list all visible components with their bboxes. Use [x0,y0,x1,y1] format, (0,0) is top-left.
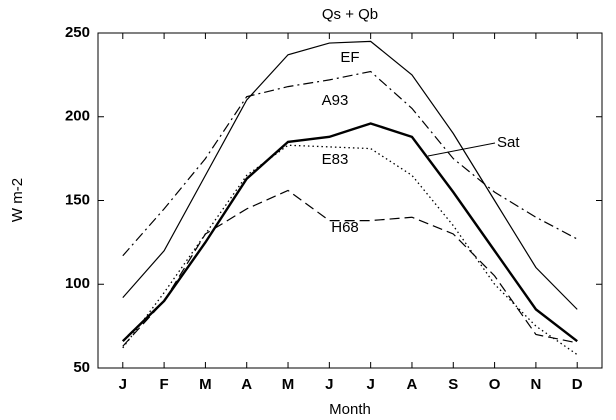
x-tick-label: O [489,376,501,393]
x-tick-label: N [530,376,541,393]
y-tick-label: 100 [65,275,90,292]
x-tick-label: D [572,376,583,393]
series-line [122,70,578,257]
y-tick-label: 150 [65,191,90,208]
series-label: A93 [322,92,349,109]
series-label: H68 [331,219,359,236]
series-line [121,122,578,343]
series-line [122,189,578,347]
y-tick-label: 250 [65,24,90,41]
series-label: EF [340,49,359,66]
x-tick-label: J [119,376,127,393]
x-tick-label: A [407,376,418,393]
chart-title: Qs + Qb [322,6,378,23]
y-tick-label: 200 [65,108,90,125]
x-tick-label: J [325,376,333,393]
series-label: Sat [497,134,520,151]
x-tick-label: F [160,376,169,393]
x-axis-label: Month [329,401,371,418]
x-tick-label: M [282,376,295,393]
series-label: E83 [322,151,349,168]
series-line [122,40,578,310]
x-tick-label: M [199,376,212,393]
plot-frame [97,32,603,369]
x-tick-label: J [366,376,374,393]
y-axis-label: W m-2 [9,178,26,222]
x-tick-label: S [448,376,458,393]
y-tick-label: 50 [73,359,90,376]
x-tick-label: A [241,376,252,393]
leader-line [427,142,496,157]
